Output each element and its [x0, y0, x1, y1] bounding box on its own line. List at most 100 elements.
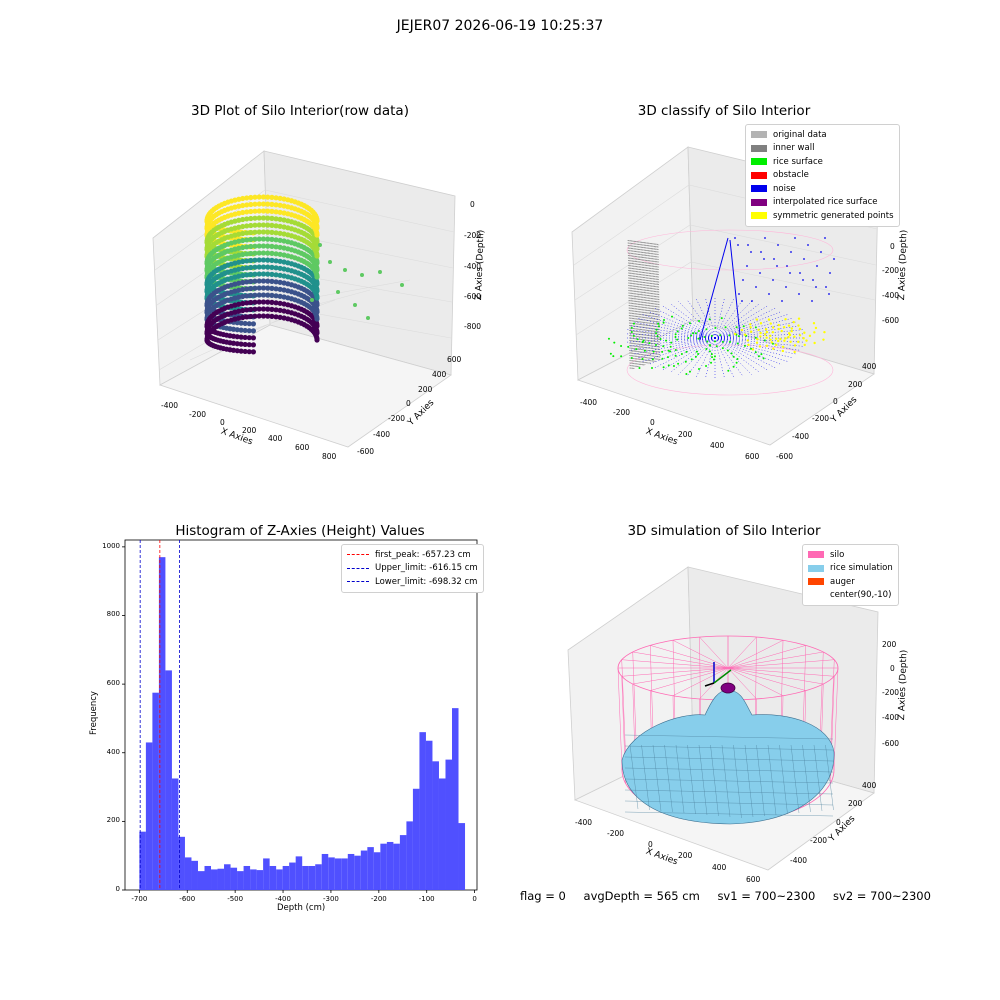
data-point: [269, 306, 275, 312]
symmetric-point: [771, 326, 775, 329]
symmetric-point: [764, 328, 768, 331]
symmetric-point: [733, 332, 737, 336]
rice-mesh-line: [813, 744, 823, 812]
p1-xtick: 600: [295, 443, 310, 452]
data-point: [244, 279, 250, 285]
rice-mesh-line: [675, 744, 685, 814]
inner-wall-point: [648, 242, 652, 364]
data-point: [248, 292, 254, 299]
noise-point: [714, 337, 734, 378]
rice-surface-point: [636, 338, 639, 341]
data-point: [314, 288, 320, 294]
symmetric-point: [777, 327, 780, 331]
silo-spoke: [727, 659, 835, 669]
noise-point: [828, 293, 830, 295]
noise-point: [729, 239, 741, 336]
data-point: [314, 253, 320, 259]
legend-label: noise: [773, 183, 796, 194]
data-point: [273, 216, 279, 222]
rice-surface-point: [685, 350, 688, 353]
silo-spoke: [632, 651, 729, 669]
silo-rib: [819, 651, 824, 745]
symmetric-point: [814, 326, 818, 330]
panel1-3d-axes: [152, 150, 456, 448]
symmetric-point: [759, 335, 762, 338]
data-point: [248, 285, 254, 292]
histogram-bar: [406, 821, 413, 890]
p2-ztick: -200: [882, 266, 900, 275]
data-point: [343, 268, 347, 272]
rice-mesh-line: [624, 778, 834, 784]
noise-point: [734, 237, 736, 239]
data-point: [256, 271, 262, 277]
legend-label: first_peak: -657.23 cm: [375, 549, 471, 560]
histogram-bar: [425, 740, 433, 890]
silo-spoke: [621, 667, 729, 677]
data-point: [277, 202, 283, 208]
inner-wall-point: [656, 243, 660, 361]
p4-xtick: 400: [712, 863, 727, 872]
data-point: [236, 217, 242, 223]
noise-point: [786, 265, 788, 267]
p4-ytick: -400: [790, 856, 808, 865]
silo-spoke: [650, 645, 729, 669]
data-point: [236, 196, 242, 202]
data-point: [248, 264, 254, 271]
silo-spoke: [672, 640, 729, 669]
histogram-bar: [230, 867, 238, 890]
inner-wall-point: [638, 241, 642, 367]
legend-entry: auger: [808, 575, 893, 589]
data-point: [244, 286, 250, 292]
data-point: [269, 215, 275, 221]
rice-surface-point: [674, 348, 677, 351]
symmetric-point: [772, 347, 775, 350]
symmetric-point: [783, 339, 786, 342]
data-point: [242, 327, 248, 334]
data-point: [269, 222, 275, 228]
legend-swatch: [751, 185, 767, 193]
data-point: [244, 272, 250, 278]
rice-surface-point: [732, 355, 735, 358]
p1-ytick: 200: [418, 385, 433, 394]
rice-surface-point: [750, 347, 753, 350]
data-point: [314, 246, 320, 252]
noise-point: [737, 244, 739, 246]
noise-point: [802, 279, 804, 281]
x-tick-label: -300: [322, 895, 339, 903]
data-point: [366, 316, 370, 320]
avg-depth-text: avgDepth = 565 cm: [583, 889, 700, 903]
symmetric-point: [822, 338, 825, 341]
legend-label: silo: [830, 549, 845, 560]
y-tick-label: 800: [106, 610, 120, 619]
histogram-bar: [412, 788, 420, 890]
symmetric-point: [793, 335, 796, 338]
data-point: [242, 334, 248, 341]
legend-label: interpolated rice surface: [773, 197, 878, 208]
panel4-legend: silo rice simulation auger center(90,-10): [802, 544, 899, 606]
histogram-bar: [217, 868, 225, 890]
noise-point: [654, 308, 716, 339]
symmetric-point: [787, 335, 790, 339]
legend-swatch: [347, 554, 369, 556]
silo-rib: [755, 637, 757, 720]
data-point: [252, 271, 258, 277]
p2-xtick: -400: [580, 398, 598, 407]
rice-surface-point: [612, 355, 615, 358]
noise-point: [763, 258, 765, 260]
data-point: [240, 314, 246, 321]
noise-point: [764, 237, 766, 239]
p1-ztick: -800: [464, 322, 482, 331]
rice-mesh-line: [825, 744, 834, 811]
histogram-bar: [380, 843, 387, 890]
legend-swatch: [347, 581, 369, 583]
y-tick-label: 400: [106, 747, 120, 756]
inner-wall-point: [655, 243, 658, 361]
data-point: [269, 299, 275, 305]
data-point: [244, 195, 250, 201]
p4-ytick: -200: [810, 836, 828, 845]
p1-ytick: -200: [388, 414, 406, 423]
rice-surface-point: [727, 369, 730, 372]
data-point: [244, 216, 250, 222]
symmetric-point: [805, 339, 808, 342]
data-point: [256, 257, 262, 263]
